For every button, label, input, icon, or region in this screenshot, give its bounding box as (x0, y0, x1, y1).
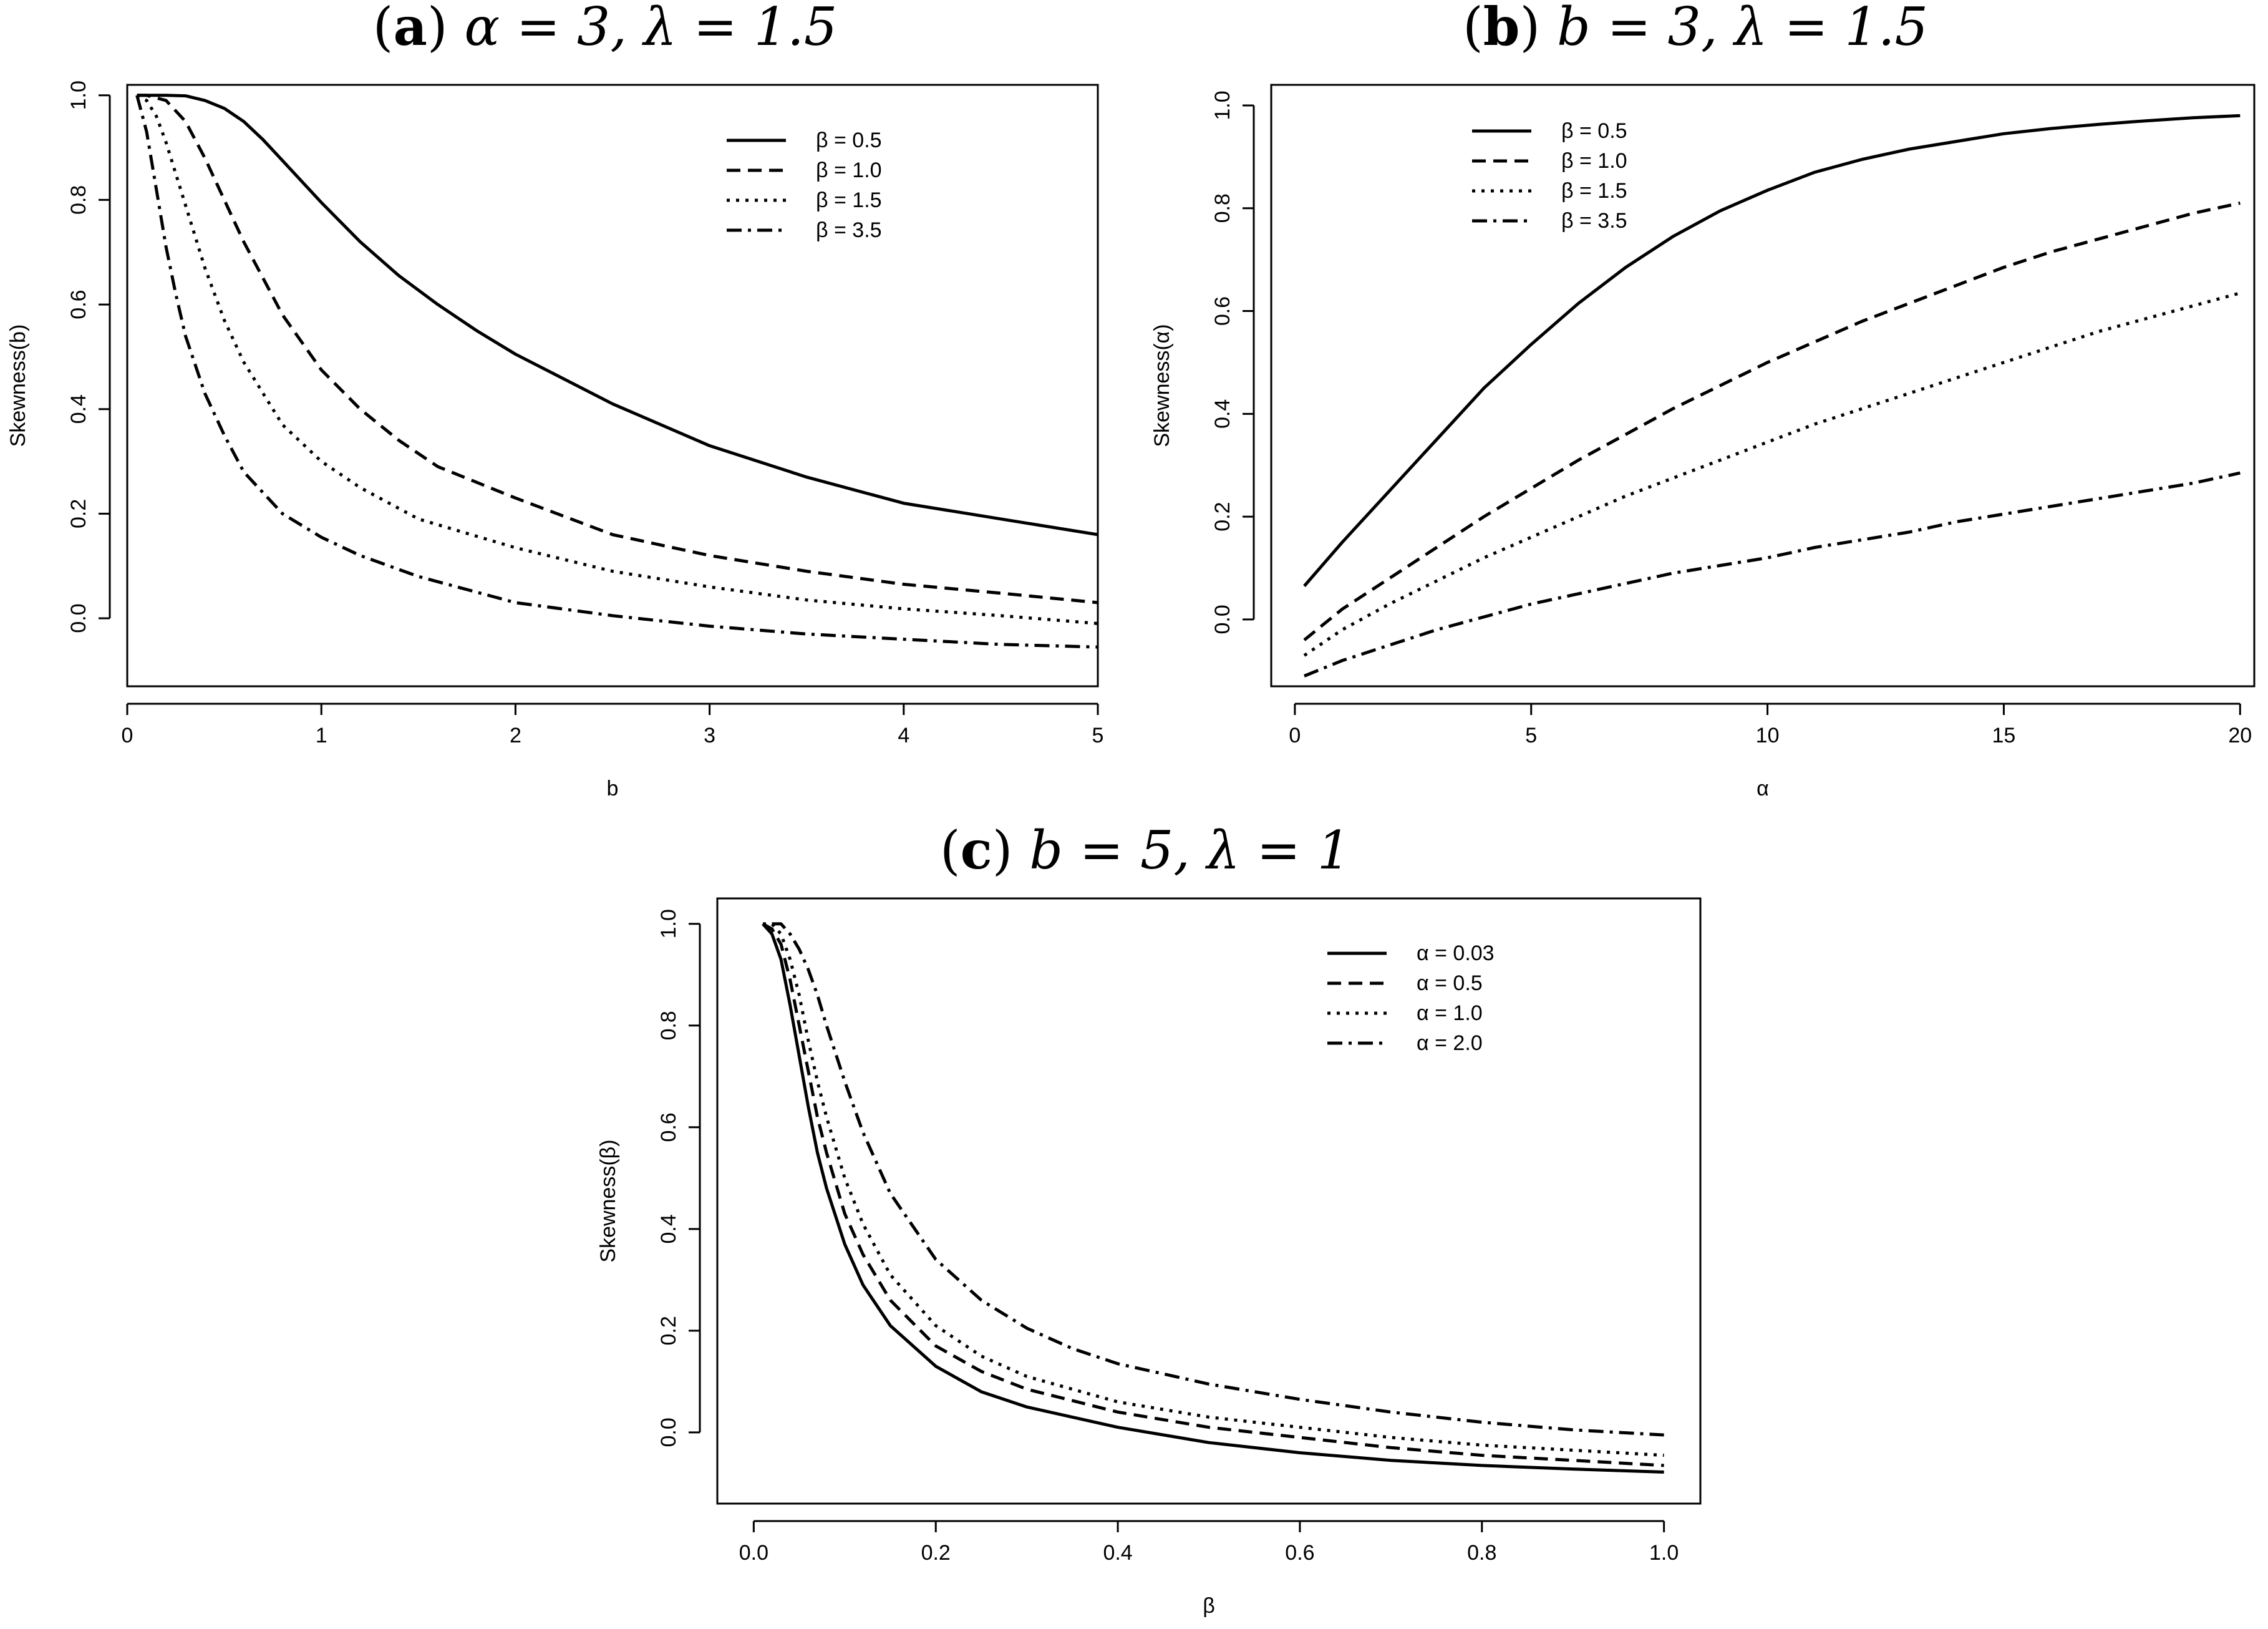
series-line-1 (762, 923, 1664, 1474)
plot-frame (716, 897, 1702, 1505)
panel-title-b: (b) b = 3, λ = 1.5 (1463, 0, 1928, 57)
x-tick-label: 0.8 (1467, 1541, 1496, 1565)
y-tick-label: 0.0 (67, 603, 90, 633)
y-tick-label: 0.4 (657, 1214, 681, 1243)
x-tick-label: 0.2 (921, 1541, 951, 1565)
y-tick-label: 0.0 (1211, 605, 1234, 634)
legend-label: β = 0.5 (1561, 119, 1627, 143)
y-tick-label: 0.6 (67, 289, 90, 319)
y-tick-label: 1.0 (1211, 90, 1234, 120)
legend-label: β = 3.5 (1561, 209, 1627, 233)
chart-panel-a: (a) α = 3, λ = 1.5 0 1 2 3 4 5 b 0.0 0.2 0.4 0.6 0.8… (6, 0, 1103, 800)
x-tick-label: 3 (704, 724, 715, 747)
legend-label: α = 0.5 (1417, 971, 1483, 995)
series-line-4 (1304, 471, 2241, 678)
y-tick-label: 0.2 (1211, 502, 1234, 531)
panel-letter: a (393, 0, 427, 57)
x-tick-label: 0.0 (739, 1541, 768, 1565)
y-tick-label: 0.6 (657, 1112, 681, 1142)
legend-label: β = 1.0 (1561, 149, 1627, 173)
y-tick-label: 0.4 (1211, 399, 1234, 429)
plot-frame (126, 84, 1099, 688)
x-tick-label: 5 (1092, 724, 1104, 747)
panel-params: α = 3, λ = 1.5 (464, 0, 837, 57)
y-tick-label: 1.0 (657, 909, 681, 938)
legend: β = 0.5 β = 1.0 β = 1.5 β = 3.5 (727, 129, 882, 242)
panel-title-c: (c) b = 5, λ = 1 (940, 819, 1350, 881)
series-line-4 (772, 922, 1664, 1437)
series-line-1 (137, 94, 1098, 537)
y-tick-label: 0.2 (657, 1316, 681, 1345)
y-axis-label: Skewness(b) (6, 324, 30, 447)
panel-title-close-paren: ) (992, 820, 1029, 881)
series-line-4 (135, 95, 1098, 649)
panel-letter: c (961, 819, 992, 881)
legend: β = 0.5 β = 1.0 β = 1.5 β = 3.5 (1472, 119, 1627, 233)
y-tick-label: 0.2 (67, 499, 90, 528)
legend-label: β = 1.5 (1561, 179, 1627, 203)
y-tick-label: 0.8 (657, 1011, 681, 1040)
x-tick-label: 0 (122, 724, 133, 747)
y-tick-label: 0.6 (1211, 296, 1234, 326)
series-line-2 (762, 922, 1664, 1467)
x-tick-label: 0.4 (1103, 1541, 1132, 1565)
panel-title-close-paren: ) (1520, 0, 1557, 57)
x-tick-label: 10 (1756, 724, 1780, 747)
series-line-3 (1303, 291, 2241, 657)
y-tick-label: 1.0 (67, 80, 90, 110)
x-tick-label: 2 (510, 724, 521, 747)
y-axis-label: Skewness(β) (596, 1139, 620, 1262)
plot-frame (1270, 84, 2256, 688)
legend-label: β = 1.0 (816, 158, 882, 182)
y-tick-label: 0.0 (657, 1417, 681, 1447)
x-axis-label: β (1203, 1594, 1215, 1618)
series-line-1 (1303, 114, 2241, 587)
panel-title-open-paren: ( (1463, 0, 1483, 57)
x-tick-label: 0.6 (1285, 1541, 1314, 1565)
y-tick-label: 0.8 (67, 185, 90, 215)
x-axis-label: b (607, 777, 619, 800)
chart-panel-c: (c) b = 5, λ = 1 0.0 0.2 0.4 0.6 0.8 1.0 β 0.0 0.… (596, 819, 1702, 1618)
panel-title-a: (a) α = 3, λ = 1.5 (373, 0, 838, 57)
series-line-2 (137, 94, 1098, 605)
x-tick-label: 4 (898, 724, 909, 747)
legend-label: β = 1.5 (816, 188, 882, 212)
y-tick-label: 0.8 (1211, 193, 1234, 223)
y-axis-label: Skewness(α) (1150, 324, 1174, 447)
x-tick-label: 20 (2228, 724, 2252, 747)
panel-params: b = 3, λ = 1.5 (1557, 0, 1928, 57)
panel-title-open-paren: ( (373, 0, 394, 57)
legend-label: α = 0.03 (1417, 941, 1495, 965)
series-line-2 (1303, 202, 2241, 641)
y-tick-label: 0.4 (67, 394, 90, 424)
legend-label: α = 1.0 (1417, 1001, 1483, 1025)
chart-panel-b: (b) b = 3, λ = 1.5 0 5 10 15 20 α 0.0 0.2 0.4 0.6 0… (1150, 0, 2256, 800)
x-tick-label: 1 (316, 724, 327, 747)
panel-title-open-paren: ( (940, 820, 961, 881)
x-tick-label: 15 (1992, 724, 2016, 747)
x-tick-label: 1.0 (1649, 1541, 1679, 1565)
series-line-3 (136, 94, 1098, 625)
panel-letter: b (1483, 0, 1520, 57)
panel-params: b = 5, λ = 1 (1029, 820, 1350, 881)
x-tick-label: 5 (1525, 724, 1537, 747)
x-axis-label: α (1757, 777, 1769, 800)
x-tick-label: 0 (1289, 724, 1301, 747)
legend-label: α = 2.0 (1417, 1031, 1483, 1055)
series-line-3 (763, 922, 1664, 1457)
legend-label: β = 0.5 (816, 129, 882, 152)
legend-label: β = 3.5 (816, 218, 882, 242)
legend: α = 0.03 α = 0.5 α = 1.0 α = 2.0 (1327, 941, 1495, 1055)
panel-title-close-paren: ) (427, 0, 464, 57)
